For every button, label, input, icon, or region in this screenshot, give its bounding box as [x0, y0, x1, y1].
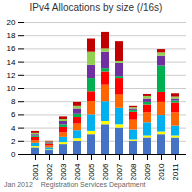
html-text:IPv4 Allocations by size (/16s: IPv4 Allocations by size (/16s) — [29, 2, 163, 13]
svg-text:2006: 2006 — [101, 163, 110, 180]
svg-text:18: 18 — [7, 31, 16, 40]
svg-text:8: 8 — [11, 97, 16, 106]
svg-text:2001: 2001 — [31, 163, 40, 180]
svg-text:2003: 2003 — [59, 163, 68, 180]
svg-text:12: 12 — [7, 71, 16, 80]
svg-text:20: 20 — [7, 18, 16, 27]
svg-text:4: 4 — [11, 124, 16, 133]
svg-text:2: 2 — [11, 137, 16, 146]
svg-text:2005: 2005 — [87, 163, 96, 180]
svg-text:2002: 2002 — [45, 163, 54, 180]
svg-text:14: 14 — [7, 58, 16, 67]
svg-text:2010: 2010 — [157, 163, 166, 180]
svg-text:0: 0 — [11, 150, 16, 159]
svg-text:2011: 2011 — [171, 163, 180, 180]
svg-text:2004: 2004 — [73, 163, 82, 180]
svg-text:2008: 2008 — [129, 163, 138, 180]
svg-text:6: 6 — [11, 110, 16, 119]
html-text:Jan 2012: Jan 2012 — [4, 181, 33, 188]
html-text:Registration Services Departme: Registration Services Department — [40, 181, 146, 188]
svg-text:2007: 2007 — [115, 163, 124, 180]
svg-text:2009: 2009 — [143, 163, 152, 180]
svg-text:16: 16 — [7, 44, 16, 53]
svg-text:10: 10 — [7, 84, 16, 93]
